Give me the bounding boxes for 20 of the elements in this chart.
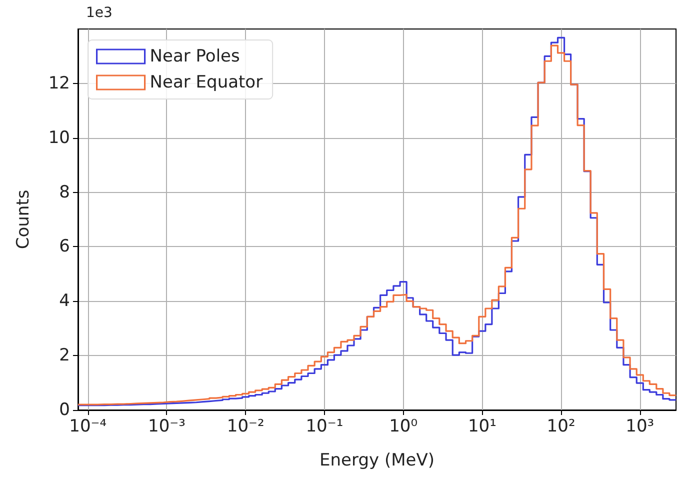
x-tick-label: 10⁻¹ [306, 416, 344, 436]
x-tick-label: 10⁰ [389, 416, 418, 436]
x-tick-label: 10⁻³ [148, 416, 186, 436]
y-tick-label: 0 [59, 400, 70, 420]
x-axis-title: Energy (MeV) [320, 450, 434, 470]
y-tick-label: 2 [59, 346, 70, 366]
y-tick-label: 10 [48, 128, 70, 148]
x-tick-label: 10³ [626, 416, 654, 436]
legend-label: Near Poles [150, 46, 240, 66]
y-axis-title: Counts [14, 190, 34, 250]
y-tick-label: 12 [48, 73, 70, 94]
y-tick-label: 8 [59, 182, 70, 202]
x-tick-label: 10⁻⁴ [69, 416, 107, 436]
x-tick-label: 10¹ [468, 416, 496, 436]
y-tick-label: 4 [59, 291, 70, 312]
x-tick-label: 10⁻² [226, 416, 264, 436]
legend-label: Near Equator [150, 72, 263, 92]
x-tick-label: 10² [546, 416, 576, 436]
y-tick-label: 6 [59, 236, 70, 257]
text: 1e3 [86, 5, 112, 21]
